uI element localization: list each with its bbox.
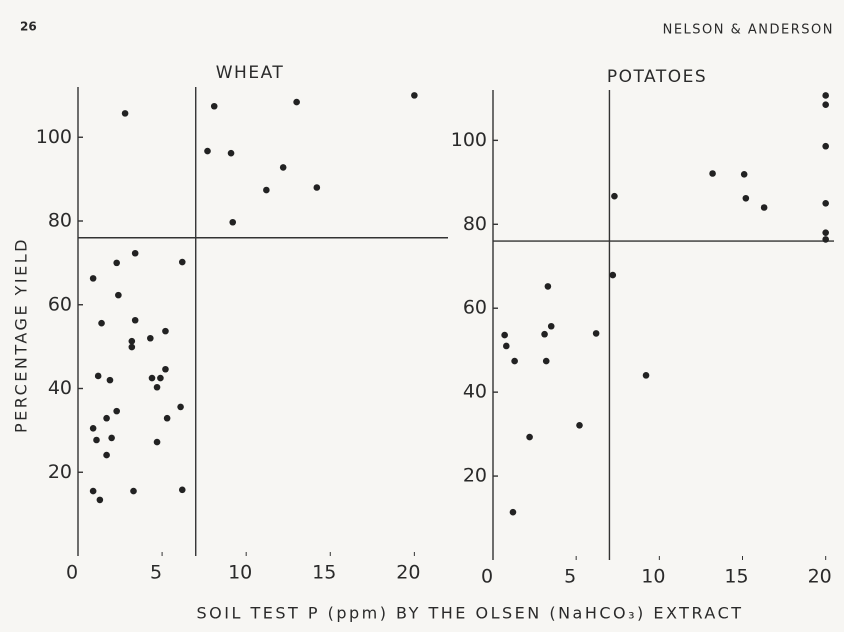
data-point xyxy=(293,98,300,106)
data-point xyxy=(592,330,600,337)
x-tick-label: 20 xyxy=(396,562,420,584)
y-tick-label: 20 xyxy=(463,465,487,487)
data-point xyxy=(229,218,237,226)
data-point xyxy=(609,271,617,279)
data-point xyxy=(98,319,105,327)
data-point xyxy=(130,487,137,495)
data-point xyxy=(822,229,829,236)
y-tick-label: 40 xyxy=(463,381,487,403)
data-point xyxy=(740,171,748,178)
data-point xyxy=(411,92,418,99)
data-point xyxy=(760,204,768,211)
data-point xyxy=(503,342,510,350)
x-tick-label: 0 xyxy=(66,562,78,584)
data-point xyxy=(157,374,164,382)
y-tick-label: 20 xyxy=(48,461,72,483)
data-point xyxy=(131,316,139,324)
data-point xyxy=(822,101,829,108)
y-tick-label: 80 xyxy=(463,213,487,235)
data-point xyxy=(822,236,829,243)
data-point xyxy=(94,372,102,380)
data-point xyxy=(709,170,716,177)
x-tick-label: 15 xyxy=(312,562,336,584)
data-point xyxy=(93,436,100,444)
data-point xyxy=(511,357,518,365)
data-point xyxy=(544,283,552,290)
y-tick-label: 40 xyxy=(48,377,72,399)
data-point xyxy=(106,376,114,384)
x-tick-label: 10 xyxy=(641,566,665,588)
data-point xyxy=(279,164,287,171)
y-tick-label: 80 xyxy=(48,210,72,232)
x-tick-label: 0 xyxy=(481,566,493,588)
data-point xyxy=(113,259,120,267)
data-point xyxy=(313,184,321,191)
data-point xyxy=(115,291,122,299)
data-point xyxy=(263,186,270,194)
data-point xyxy=(108,434,115,442)
data-point xyxy=(148,374,156,382)
data-point xyxy=(103,451,110,459)
data-point xyxy=(103,414,110,422)
data-point xyxy=(210,102,218,110)
x-tick-label: 5 xyxy=(150,562,162,584)
data-point xyxy=(611,192,618,200)
y-axis-label: PERCENTAGE YIELD xyxy=(12,237,31,433)
data-point xyxy=(576,421,583,429)
y-tick-label: 100 xyxy=(451,129,487,151)
data-point xyxy=(153,438,161,446)
data-point xyxy=(113,407,120,415)
data-point xyxy=(178,486,186,494)
data-point xyxy=(204,147,211,155)
data-point xyxy=(526,433,533,441)
data-point xyxy=(121,110,129,117)
data-point xyxy=(509,508,517,516)
data-point xyxy=(163,414,171,422)
data-point xyxy=(89,487,97,495)
data-point xyxy=(501,331,508,339)
y-tick-label: 60 xyxy=(48,293,72,315)
data-point xyxy=(162,327,169,335)
data-point xyxy=(227,149,235,157)
data-point xyxy=(642,372,650,379)
data-point xyxy=(89,275,97,282)
page-number: 26 xyxy=(20,20,37,34)
chart-title: POTATOES xyxy=(607,67,707,87)
data-point xyxy=(742,194,750,202)
x-tick-label: 15 xyxy=(724,566,748,588)
data-point xyxy=(153,383,161,391)
data-point xyxy=(542,357,550,365)
data-point xyxy=(541,330,548,338)
x-tick-label: 20 xyxy=(808,566,832,588)
data-point xyxy=(128,337,136,345)
running-head: NELSON & ANDERSON xyxy=(663,23,834,38)
y-tick-label: 100 xyxy=(36,126,72,148)
data-point xyxy=(822,92,829,99)
data-point xyxy=(178,258,186,266)
chart-title: WHEAT xyxy=(216,63,285,83)
data-point xyxy=(131,249,139,257)
data-point xyxy=(96,496,104,504)
x-tick-label: 10 xyxy=(228,562,252,584)
data-point xyxy=(177,403,184,411)
data-point xyxy=(822,200,829,207)
data-point xyxy=(147,334,154,342)
y-tick-label: 60 xyxy=(463,297,487,319)
data-point xyxy=(547,322,555,330)
data-point xyxy=(89,424,97,432)
x-tick-label: 5 xyxy=(564,566,576,588)
data-point xyxy=(822,142,829,150)
data-point xyxy=(162,365,169,373)
data-point xyxy=(128,343,136,351)
x-axis-label: SOIL TEST P (ppm) BY THE OLSEN (NaHCO₃) … xyxy=(196,604,743,623)
